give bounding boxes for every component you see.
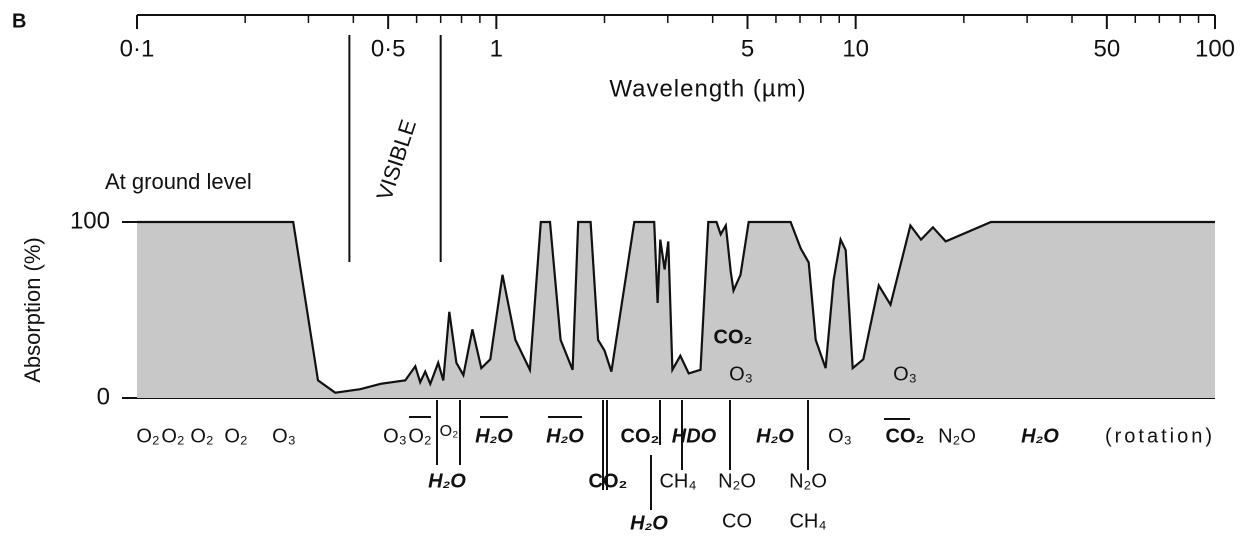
- absorber-label: CH₄: [789, 510, 826, 532]
- visible-label: VISIBLE: [372, 117, 421, 204]
- absorber-label: H₂O: [546, 425, 584, 447]
- x-tick-label: 100: [1195, 35, 1235, 62]
- x-tick-label: 10: [842, 35, 869, 62]
- x-axis-label: Wavelength (µm): [609, 75, 806, 102]
- absorber-label: H₂O: [428, 470, 466, 492]
- absorber-label: H₂O: [475, 425, 513, 447]
- absorber-label: O₃: [893, 363, 917, 385]
- absorber-label: H₂O: [756, 425, 794, 447]
- absorber-label: H₂O: [1021, 425, 1059, 447]
- x-tick-label: 1: [490, 35, 503, 62]
- absorber-label: CO₂: [714, 326, 753, 348]
- absorber-label: O₂: [408, 425, 431, 447]
- absorber-label: O₂: [136, 425, 159, 447]
- absorber-label: O₃: [828, 425, 852, 447]
- x-tick-label: 50: [1093, 35, 1120, 62]
- x-tick-label: 0·5: [371, 35, 406, 62]
- absorber-label: N₂O: [789, 470, 827, 492]
- absorber-label: HDO: [672, 425, 717, 447]
- absorber-label: (rotation): [1105, 425, 1215, 447]
- absorber-label: CO₂: [621, 425, 660, 447]
- absorber-label: CO₂: [589, 470, 628, 492]
- x-tick-label: 5: [741, 35, 754, 62]
- area: [137, 222, 1215, 398]
- absorber-label: N₂O: [938, 425, 976, 447]
- y-axis-label: Absorption (%): [20, 237, 45, 383]
- absorber-label: O₃: [383, 425, 407, 447]
- x-tick-label: 0·1: [120, 35, 155, 62]
- area-line: [137, 220, 1215, 394]
- absorber-label: O₂: [161, 425, 184, 447]
- absorber-label: N₂O: [718, 470, 756, 492]
- absorber-label: CO: [722, 510, 752, 532]
- absorber-label: CO₂: [886, 425, 925, 447]
- absorber-label: O₃: [729, 363, 753, 385]
- absorber-label: H₂O: [630, 512, 668, 534]
- annotation: At ground level: [105, 169, 252, 194]
- absorber-label: O₂: [190, 425, 213, 447]
- absorber-label: O₃: [272, 425, 296, 447]
- y-tick-label: 100: [70, 207, 110, 234]
- absorber-label: O₂: [440, 423, 459, 440]
- absorber-label: O₂: [224, 425, 247, 447]
- y-tick-label: 0: [97, 383, 110, 410]
- panel-label: B: [12, 10, 26, 32]
- absorber-label: CH₄: [659, 470, 696, 492]
